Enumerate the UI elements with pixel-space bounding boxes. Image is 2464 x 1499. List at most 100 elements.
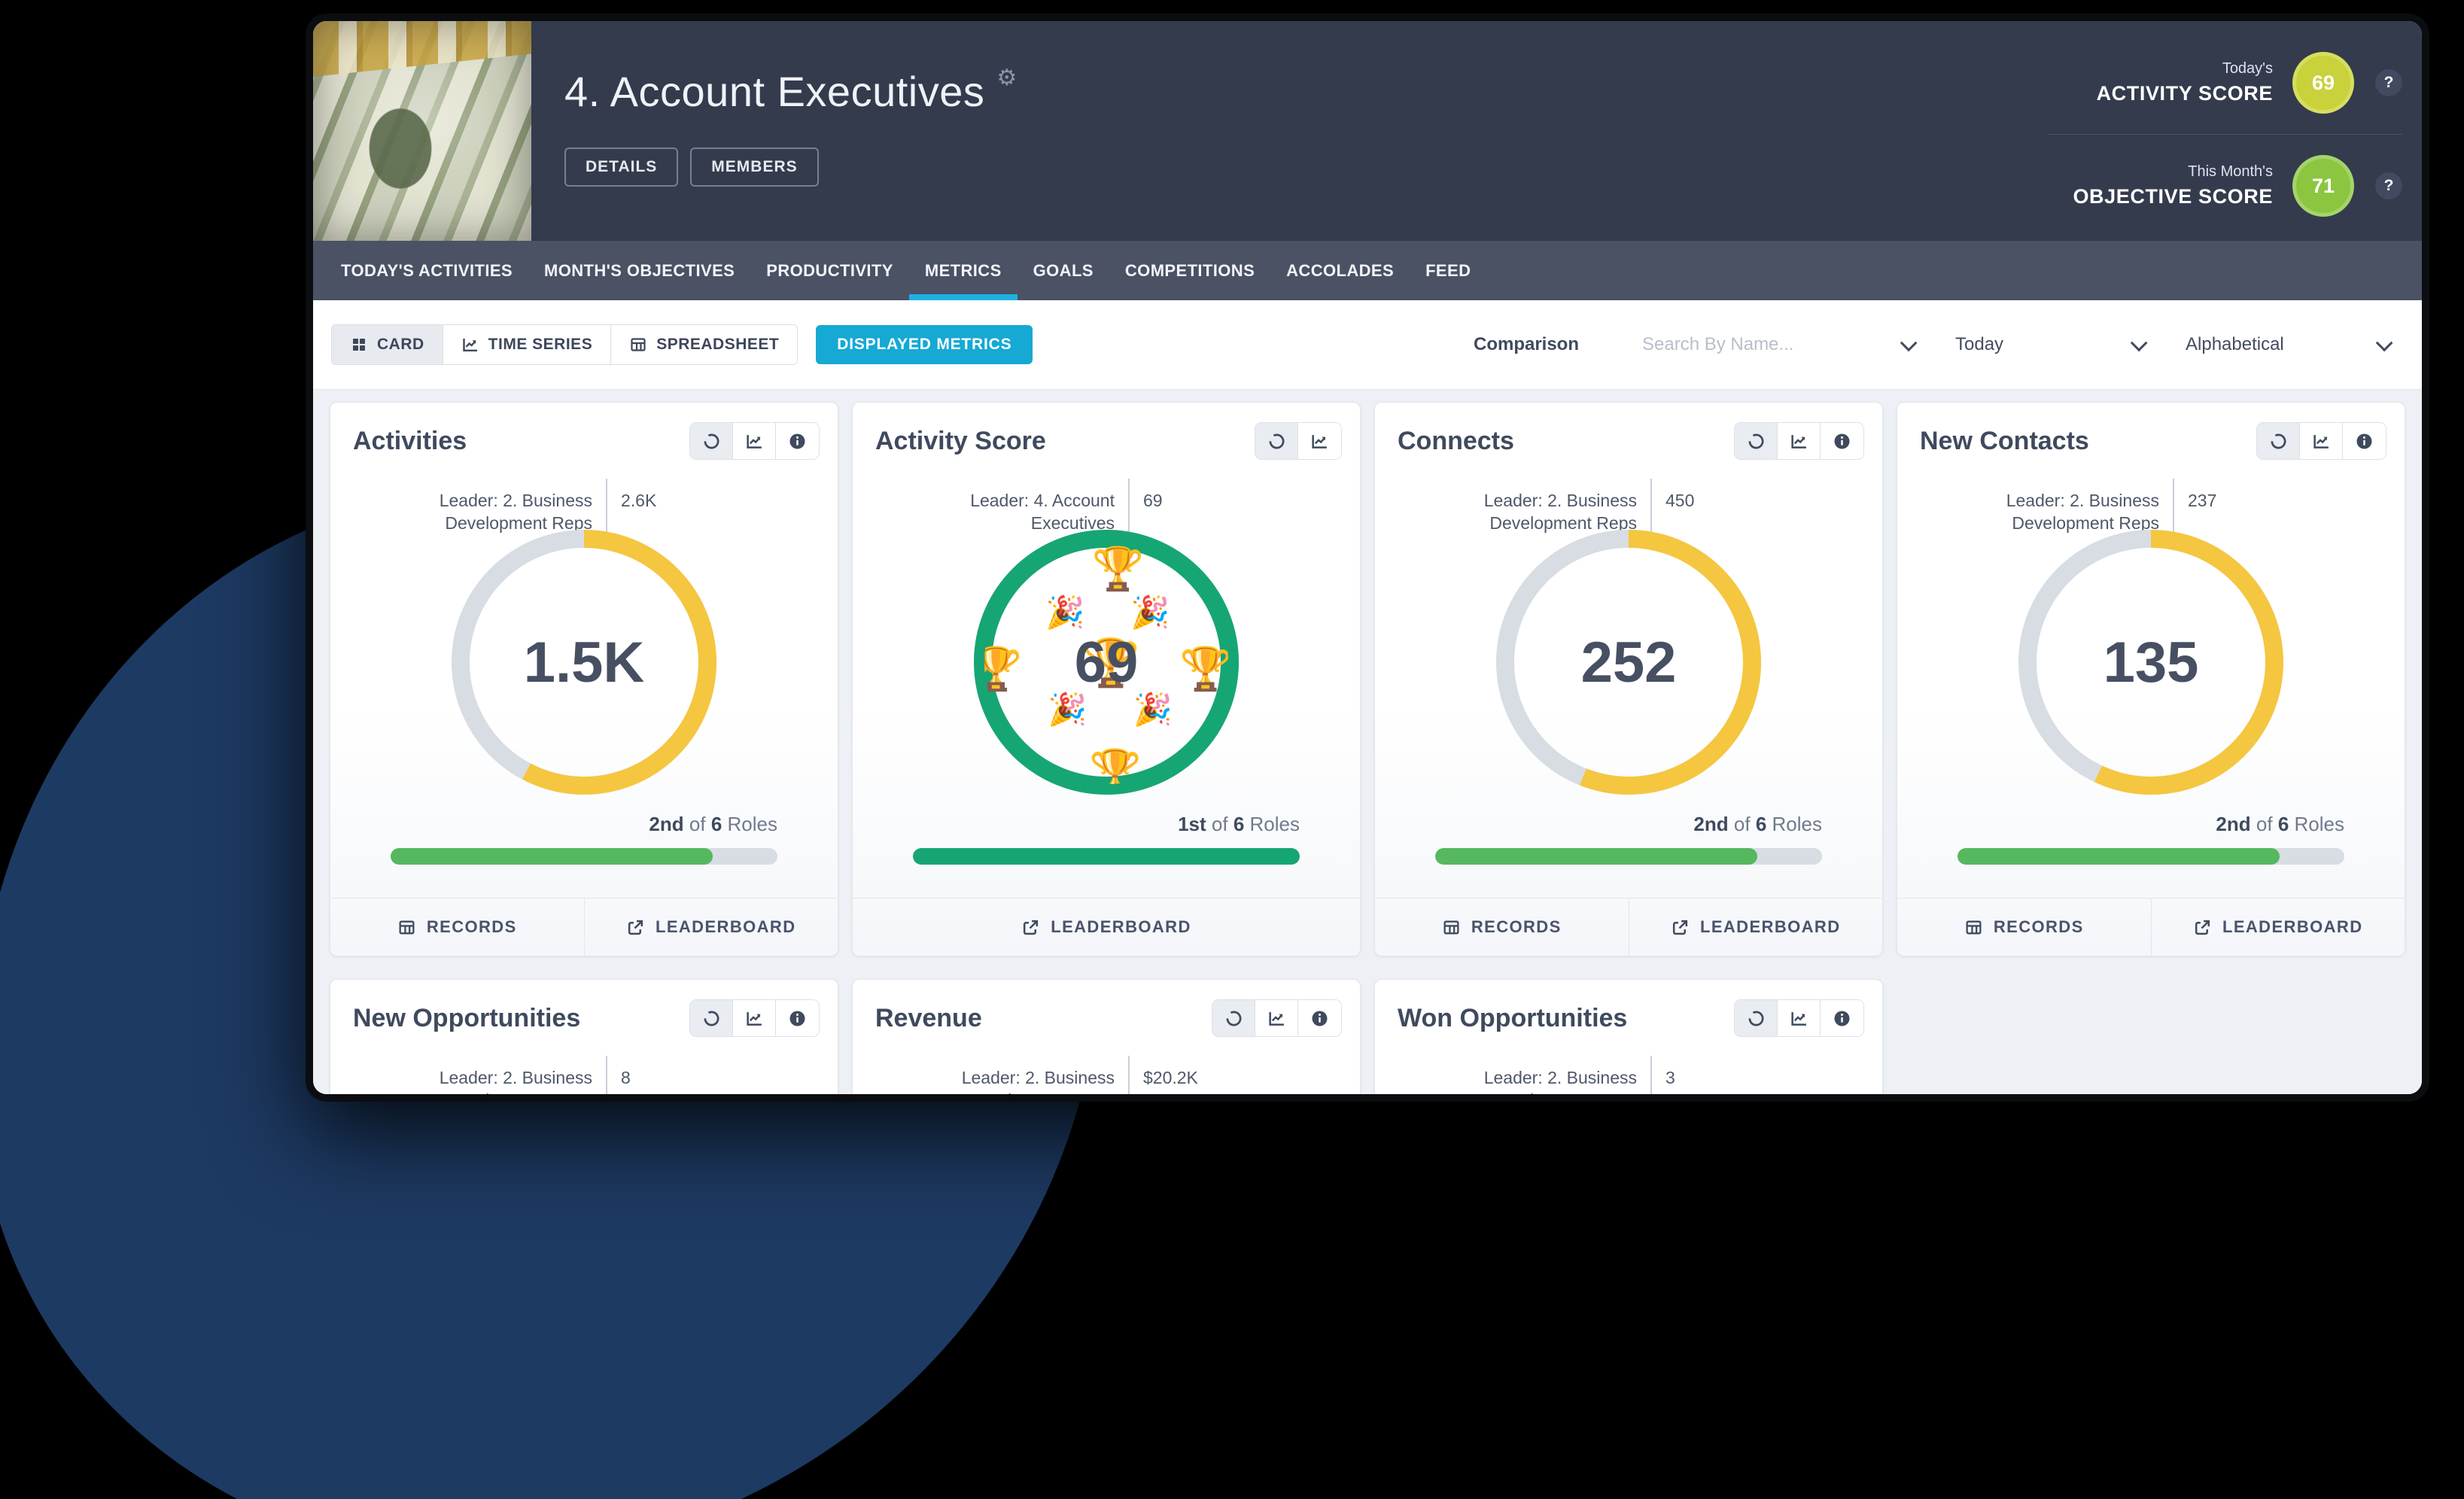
donut-view-button[interactable] (1255, 423, 1298, 459)
leader-label: Leader: 2. Business Development Reps (961, 1068, 1115, 1094)
leaderboard-button[interactable]: LEADERBOARD (585, 898, 838, 956)
table-icon (629, 336, 647, 354)
activity-score-badge: 69 (2292, 52, 2354, 114)
leader-row: Leader: 2. Business Development Reps 450 (1375, 479, 1882, 539)
records-button[interactable]: RECORDS (330, 898, 585, 956)
donut-view-button[interactable] (690, 1000, 733, 1036)
leaderboard-button[interactable]: LEADERBOARD (2152, 898, 2405, 956)
details-button[interactable]: DETAILS (564, 147, 679, 187)
timeseries-view-button[interactable] (2300, 423, 2343, 459)
rank-progress-bar (391, 848, 777, 865)
card-footer: RECORDS LEADERBOARD (1897, 898, 2405, 956)
donut-view-button[interactable] (1735, 423, 1778, 459)
footer-button-label: LEADERBOARD (1699, 917, 1841, 936)
metric-info-button[interactable] (776, 1000, 819, 1036)
card-view-button[interactable]: CARD (332, 325, 443, 364)
donut-view-button[interactable] (1212, 1000, 1255, 1036)
donut-chart-icon (702, 1009, 721, 1028)
external-link-icon (626, 918, 645, 937)
score-panel: Today's ACTIVITY SCORE 69 ? This Month's… (2049, 21, 2422, 241)
donut-chart-icon (1747, 432, 1766, 451)
trophy-icon: 🏆 (1081, 637, 1140, 689)
popper-icon: 🎉 (1130, 594, 1170, 630)
members-button[interactable]: MEMBERS (690, 147, 819, 187)
activity-score-help-icon[interactable]: ? (2375, 69, 2402, 96)
timeseries-view-button[interactable] (733, 1000, 776, 1036)
leader-divider (1650, 479, 1652, 539)
page-title: 4. Account Executives (564, 68, 985, 115)
donut-view-button[interactable] (690, 423, 733, 459)
card-title: Won Opportunities (1398, 1004, 1628, 1032)
metric-info-button[interactable] (1821, 423, 1863, 459)
active-tab-indicator (908, 294, 1018, 300)
leader-row: Leader: 2. Business Development Reps 8 (330, 1056, 838, 1094)
donut-chart-icon (2269, 432, 2288, 451)
card-footer: RECORDS LEADERBOARD (330, 898, 838, 956)
donut-chart: 🏆🎉🎉🏆🏆🏆🎉🎉🏆🏆69 (974, 530, 1239, 795)
leader-label: Leader: 2. Business Development Reps (439, 1068, 592, 1094)
metrics-toolbar: CARD TIME SERIES SPREADSHEET DISPLAYED MET… (313, 300, 2422, 390)
rank-of: of (1211, 813, 1228, 835)
tab-accolades[interactable]: ACCOLADES (1286, 260, 1395, 280)
card-footer: LEADERBOARD (853, 898, 1360, 956)
leader-divider (606, 1056, 607, 1094)
metric-info-button[interactable] (1298, 1000, 1341, 1036)
rank-suffix: Roles (727, 813, 777, 835)
timeseries-view-button[interactable] (733, 423, 776, 459)
donut-view-button[interactable] (2257, 423, 2300, 459)
view-mode-group: CARD TIME SERIES SPREADSHEET (331, 324, 799, 365)
metric-card-activity-score: Activity Score Leader: 4. Account Executi… (852, 402, 1361, 956)
tab-productivity[interactable]: PRODUCTIVITY (766, 260, 893, 280)
period-filter-select[interactable]: Today (1955, 334, 2148, 355)
metric-info-button[interactable] (2343, 423, 2386, 459)
metric-info-button[interactable] (1821, 1000, 1863, 1036)
footer-button-label: RECORDS (1471, 917, 1562, 936)
rank-progress-bar (1435, 848, 1822, 865)
sort-filter-select[interactable]: Alphabetical (2186, 334, 2393, 355)
gear-icon[interactable]: ⚙ (996, 65, 1018, 90)
leader-label: Leader: 2. Business Development Reps (1483, 1068, 1637, 1094)
displayed-metrics-button[interactable]: DISPLAYED METRICS (816, 325, 1033, 364)
timeseries-view-button[interactable] (1778, 1000, 1821, 1036)
tab-month-s-objectives[interactable]: MONTH'S OBJECTIVES (544, 260, 735, 280)
donut-view-button[interactable] (1735, 1000, 1778, 1036)
metric-info-button[interactable] (776, 423, 819, 459)
trophy-icon: 🏆 (984, 647, 1022, 690)
trophy-icon: 🏆 (1179, 644, 1228, 692)
tab-goals[interactable]: GOALS (1033, 260, 1094, 280)
records-table-icon (397, 918, 416, 937)
card-view-toggle (1734, 422, 1864, 460)
tab-today-s-activities[interactable]: TODAY'S ACTIVITIES (341, 260, 513, 280)
tab-competitions[interactable]: COMPETITIONS (1124, 260, 1255, 280)
timeseries-view-button[interactable] (1778, 423, 1821, 459)
records-button[interactable]: RECORDS (1897, 898, 2152, 956)
leaderboard-button[interactable]: LEADERBOARD (853, 898, 1360, 956)
timeseries-view-button[interactable] (1255, 1000, 1298, 1036)
team-header-buttons: DETAILS MEMBERS (564, 147, 2049, 187)
activity-score-row: Today's ACTIVITY SCORE 69 ? (2049, 36, 2402, 129)
rank-position: 2nd (649, 813, 684, 835)
spreadsheet-view-button[interactable]: SPREADSHEET (611, 325, 798, 364)
rank-total: 6 (1233, 813, 1245, 835)
view-button-label: CARD (377, 336, 424, 353)
rank-of: of (2256, 813, 2273, 835)
rank-of: of (1733, 813, 1751, 835)
leader-value: 450 (1665, 491, 1695, 510)
line-chart-icon (1267, 1009, 1286, 1028)
tab-metrics[interactable]: METRICS (908, 241, 1018, 300)
leaderboard-button[interactable]: LEADERBOARD (1629, 898, 1883, 956)
search-filter-select[interactable]: Search By Name... (1642, 334, 1918, 355)
timeseries-view-button[interactable] (1298, 423, 1341, 459)
rank-progress-bar (913, 848, 1300, 865)
objective-score-help-icon[interactable]: ? (2375, 172, 2402, 199)
time-series-view-button[interactable]: TIME SERIES (443, 325, 612, 364)
card-title: New Contacts (1920, 427, 2089, 455)
rank-position: 2nd (1693, 813, 1729, 835)
info-icon (1833, 432, 1851, 451)
records-button[interactable]: RECORDS (1375, 898, 1629, 956)
popper-icon: 🎉 (1048, 692, 1088, 728)
info-icon (1310, 1009, 1329, 1028)
metric-cards-grid: Activities Leader: 2. Business Developmen… (330, 402, 2405, 1094)
tab-feed[interactable]: FEED (1425, 260, 1471, 280)
metric-value: 1.5K (523, 630, 645, 695)
